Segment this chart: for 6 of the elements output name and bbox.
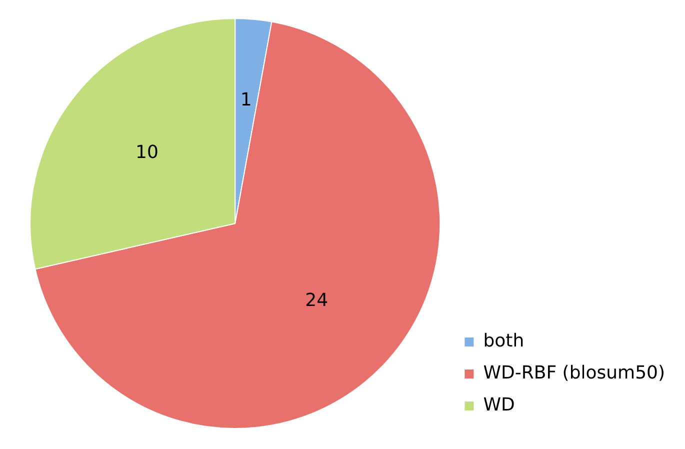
legend-label: both [483,330,524,352]
data-label: 24 [305,290,328,312]
legend-label: WD [483,394,515,416]
legend-label: WD-RBF (blosum50) [483,362,666,384]
data-label: 10 [136,142,158,163]
data-label: 1 [240,90,252,111]
